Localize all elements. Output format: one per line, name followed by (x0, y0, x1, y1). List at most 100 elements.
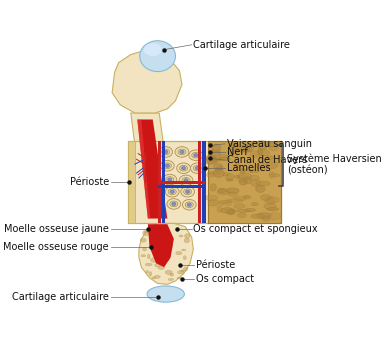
Ellipse shape (170, 201, 178, 207)
Ellipse shape (226, 174, 234, 180)
Ellipse shape (152, 277, 156, 279)
Polygon shape (129, 141, 135, 223)
Ellipse shape (208, 199, 219, 206)
Ellipse shape (194, 153, 198, 157)
Ellipse shape (218, 166, 223, 171)
Ellipse shape (218, 155, 228, 158)
Text: Lamelles: Lamelles (227, 163, 270, 173)
Ellipse shape (166, 177, 174, 183)
Ellipse shape (184, 238, 190, 243)
Ellipse shape (184, 179, 188, 182)
Ellipse shape (246, 145, 252, 148)
Text: Cartilage articulaire: Cartilage articulaire (12, 292, 109, 302)
Ellipse shape (165, 270, 172, 274)
Text: Périoste: Périoste (69, 177, 109, 187)
Ellipse shape (192, 152, 200, 158)
Ellipse shape (227, 151, 239, 154)
Ellipse shape (257, 213, 271, 219)
Text: Périoste: Périoste (196, 260, 235, 270)
Ellipse shape (176, 251, 182, 255)
Ellipse shape (269, 174, 280, 177)
Text: Cartilage articulaire: Cartilage articulaire (193, 40, 290, 50)
Ellipse shape (141, 255, 146, 257)
Ellipse shape (219, 200, 230, 203)
Ellipse shape (142, 248, 146, 251)
Ellipse shape (210, 184, 217, 191)
Ellipse shape (170, 273, 174, 276)
Ellipse shape (237, 213, 246, 218)
Ellipse shape (234, 175, 240, 178)
Ellipse shape (182, 177, 190, 183)
Ellipse shape (251, 202, 258, 206)
Ellipse shape (237, 173, 252, 180)
Ellipse shape (249, 175, 259, 180)
Text: Moelle osseuse jaune: Moelle osseuse jaune (4, 224, 109, 234)
Ellipse shape (155, 263, 161, 267)
Ellipse shape (184, 189, 192, 195)
Ellipse shape (163, 163, 171, 169)
Ellipse shape (149, 272, 152, 276)
Ellipse shape (269, 172, 275, 178)
Ellipse shape (183, 267, 188, 271)
Ellipse shape (256, 181, 270, 186)
Text: Moelle osseuse rouge: Moelle osseuse rouge (3, 242, 109, 252)
Ellipse shape (242, 144, 253, 152)
Bar (202, 141, 205, 223)
Ellipse shape (181, 167, 186, 170)
Ellipse shape (183, 256, 186, 260)
Ellipse shape (249, 170, 259, 173)
Ellipse shape (178, 271, 184, 274)
Ellipse shape (218, 158, 230, 161)
Ellipse shape (215, 167, 221, 171)
Ellipse shape (234, 144, 242, 149)
Ellipse shape (162, 149, 170, 155)
Ellipse shape (159, 147, 173, 157)
Ellipse shape (269, 145, 279, 151)
Ellipse shape (228, 192, 237, 196)
Ellipse shape (175, 147, 189, 157)
Ellipse shape (207, 172, 220, 174)
Ellipse shape (195, 167, 200, 170)
Ellipse shape (185, 234, 190, 238)
Polygon shape (131, 113, 174, 223)
Ellipse shape (214, 163, 222, 170)
Ellipse shape (268, 141, 281, 147)
Ellipse shape (267, 197, 279, 203)
Ellipse shape (146, 270, 149, 273)
Ellipse shape (236, 209, 251, 212)
Ellipse shape (190, 163, 204, 173)
Ellipse shape (225, 199, 232, 206)
Ellipse shape (164, 150, 168, 153)
Ellipse shape (181, 187, 195, 197)
Ellipse shape (181, 249, 186, 251)
Ellipse shape (213, 169, 224, 177)
Ellipse shape (267, 208, 279, 211)
Ellipse shape (177, 277, 181, 279)
Polygon shape (139, 223, 193, 284)
Ellipse shape (158, 267, 164, 269)
Ellipse shape (155, 254, 159, 256)
Ellipse shape (155, 252, 158, 256)
Bar (157, 141, 161, 223)
Ellipse shape (240, 168, 245, 174)
Ellipse shape (165, 187, 179, 197)
Ellipse shape (178, 149, 186, 155)
Ellipse shape (185, 202, 193, 208)
Ellipse shape (140, 41, 176, 72)
Ellipse shape (168, 279, 174, 281)
Ellipse shape (205, 195, 218, 201)
Ellipse shape (165, 243, 169, 248)
Ellipse shape (236, 150, 251, 152)
Ellipse shape (142, 231, 150, 236)
Ellipse shape (218, 188, 226, 193)
Ellipse shape (168, 178, 172, 181)
Ellipse shape (264, 203, 276, 209)
Ellipse shape (182, 199, 196, 210)
Ellipse shape (180, 150, 184, 153)
Ellipse shape (177, 163, 190, 173)
Text: Système Haversien
(ostéon): Système Haversien (ostéon) (287, 153, 381, 175)
Ellipse shape (226, 188, 239, 193)
Ellipse shape (261, 195, 271, 200)
Ellipse shape (147, 286, 185, 302)
Ellipse shape (166, 259, 169, 261)
